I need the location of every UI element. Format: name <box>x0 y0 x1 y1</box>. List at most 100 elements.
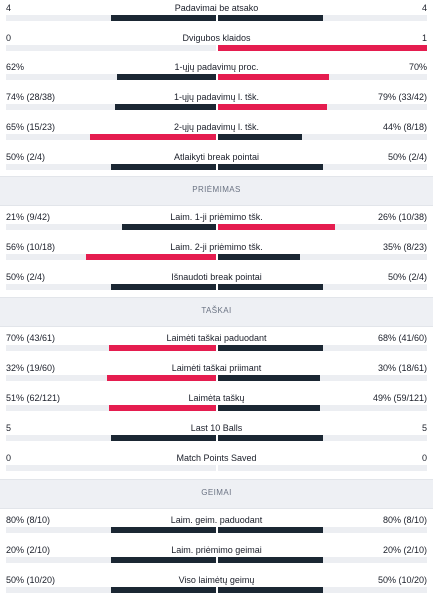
right-value: 50% (10/20) <box>377 575 427 585</box>
left-value: 32% (19/60) <box>6 363 56 373</box>
stat-label: Match Points Saved <box>176 453 257 463</box>
left-bar-track <box>6 587 216 593</box>
stat-row-laimeti-taskai-paduodant: 70% (43/61) Laimėti taškai paduodant 68% (… <box>0 333 433 363</box>
left-bar-fill <box>111 284 216 290</box>
stat-label: 1-ųjų padavimų proc. <box>174 62 259 72</box>
right-value: 50% (2/4) <box>387 272 427 282</box>
section-title: PRIĖMIMAS <box>192 185 241 194</box>
left-bar-fill <box>111 587 216 593</box>
left-bar-fill <box>121 224 216 230</box>
left-bar-fill <box>106 375 216 381</box>
right-bar-track <box>218 134 427 140</box>
section-header-geimai: GEIMAI <box>0 479 433 509</box>
left-bar-fill <box>111 527 216 533</box>
stat-label: Dvigubos klaidos <box>182 33 251 43</box>
right-bar-fill <box>218 527 323 533</box>
left-bar-fill <box>111 164 216 170</box>
right-bar-fill <box>218 15 323 21</box>
right-bar-track <box>218 45 427 51</box>
left-bar-track <box>6 465 216 471</box>
right-bar-track <box>218 15 427 21</box>
stat-label: Laimėta taškų <box>188 393 245 403</box>
stat-label: Viso laimėtų geimų <box>178 575 255 585</box>
section-header-taskai: TAŠKAI <box>0 297 433 327</box>
left-value: 50% (2/4) <box>6 272 46 282</box>
stat-label: Laimėti taškai priimant <box>171 363 262 373</box>
match-statistics-panel: 4 Padavimai be atsako 4 0 Dvigubos klaidos 1 6… <box>0 3 433 593</box>
right-bar-fill <box>218 557 323 563</box>
stat-label: Last 10 Balls <box>190 423 243 433</box>
right-bar-fill <box>218 224 336 230</box>
stat-label: Laim. 1-ji priėmimo tšk. <box>170 212 263 222</box>
right-bar-track <box>218 104 427 110</box>
left-bar-track <box>6 405 216 411</box>
section-header-priemimas: PRIĖMIMAS <box>0 176 433 206</box>
right-value: 49% (59/121) <box>372 393 427 403</box>
stat-row-laim-priemimo-geimai: 20% (2/10) Laim. priėmimo geimai 20% (2/10… <box>0 545 433 575</box>
stat-row-padavimai-be-atsako: 4 Padavimai be atsako 4 <box>0 3 433 33</box>
stat-row-1-uju-padavimu-proc: 62% 1-ųjų padavimų proc. 70% <box>0 62 433 92</box>
stat-row-isnaudoti-break-pointai: 50% (2/4) Išnaudoti break pointai 50% (2/4… <box>0 272 433 302</box>
right-bar-fill <box>218 375 321 381</box>
left-bar-track <box>6 254 216 260</box>
left-bar-fill <box>108 345 216 351</box>
right-bar-fill <box>218 284 323 290</box>
left-bar-fill <box>111 15 216 21</box>
left-bar-fill <box>108 405 216 411</box>
stat-label: Laim. 2-ji priėmimo tšk. <box>170 242 263 252</box>
right-bar-track <box>218 527 427 533</box>
right-bar-track <box>218 375 427 381</box>
stat-row-laim-geim-paduodant: 80% (8/10) Laim. geim. paduodant 80% (8/10… <box>0 515 433 545</box>
right-bar-track <box>218 164 427 170</box>
right-value: 20% (2/10) <box>382 545 427 555</box>
stat-row-last-10-balls: 5 Last 10 Balls 5 <box>0 423 433 453</box>
left-value: 21% (9/42) <box>6 212 51 222</box>
left-bar-fill <box>90 134 216 140</box>
right-value: 35% (8/23) <box>382 242 427 252</box>
left-bar-track <box>6 527 216 533</box>
stat-label: Laim. priėmimo geimai <box>171 545 262 555</box>
stat-row-laim-1-ji-priemimo-tsk: 21% (9/42) Laim. 1-ji priėmimo tšk. 26% (1… <box>0 212 433 242</box>
right-value: 0 <box>421 453 427 463</box>
right-value: 70% <box>408 62 427 72</box>
right-value: 80% (8/10) <box>382 515 427 525</box>
right-value: 44% (8/18) <box>382 122 427 132</box>
left-bar-track <box>6 164 216 170</box>
stat-row-match-points-saved: 0 Match Points Saved 0 <box>0 453 433 483</box>
right-bar-track <box>218 405 427 411</box>
left-bar-track <box>6 104 216 110</box>
stat-row-1-uju-padavimu-l-tsk: 74% (28/38) 1-ųjų padavimų l. tšk. 79% (33… <box>0 92 433 122</box>
stat-label: Laimėti taškai paduodant <box>166 333 267 343</box>
left-value: 62% <box>6 62 25 72</box>
left-value: 0 <box>6 453 12 463</box>
right-bar-fill <box>218 587 323 593</box>
left-value: 0 <box>6 33 12 43</box>
right-bar-fill <box>218 74 329 80</box>
left-value: 50% (10/20) <box>6 575 56 585</box>
left-value: 70% (43/61) <box>6 333 56 343</box>
right-value: 4 <box>421 3 427 13</box>
stat-label: Išnaudoti break pointai <box>171 272 262 282</box>
stat-label: Atlaikyti break pointai <box>173 152 260 162</box>
left-value: 80% (8/10) <box>6 515 51 525</box>
left-bar-track <box>6 45 216 51</box>
stat-label: 2-ųjų padavimų l. tšk. <box>173 122 260 132</box>
section-title: TAŠKAI <box>201 306 232 315</box>
right-value: 5 <box>421 423 427 433</box>
right-value: 26% (10/38) <box>377 212 427 222</box>
right-value: 79% (33/42) <box>377 92 427 102</box>
stat-row-viso-laimetu-geimu: 50% (10/20) Viso laimėtų geimų 50% (10/20) <box>0 575 433 605</box>
right-bar-fill <box>218 405 321 411</box>
left-value: 65% (15/23) <box>6 122 56 132</box>
left-bar-track <box>6 345 216 351</box>
stat-row-2-uju-padavimu-l-tsk: 65% (15/23) 2-ųjų padavimų l. tšk. 44% (8/… <box>0 122 433 152</box>
right-value: 50% (2/4) <box>387 152 427 162</box>
left-bar-fill <box>115 104 216 110</box>
right-bar-fill <box>218 254 300 260</box>
right-value: 68% (41/60) <box>377 333 427 343</box>
right-bar-track <box>218 557 427 563</box>
stat-row-laimeta-tasku: 51% (62/121) Laimėta taškų 49% (59/121) <box>0 393 433 423</box>
section-title: GEIMAI <box>201 488 232 497</box>
left-value: 5 <box>6 423 12 433</box>
left-bar-track <box>6 435 216 441</box>
